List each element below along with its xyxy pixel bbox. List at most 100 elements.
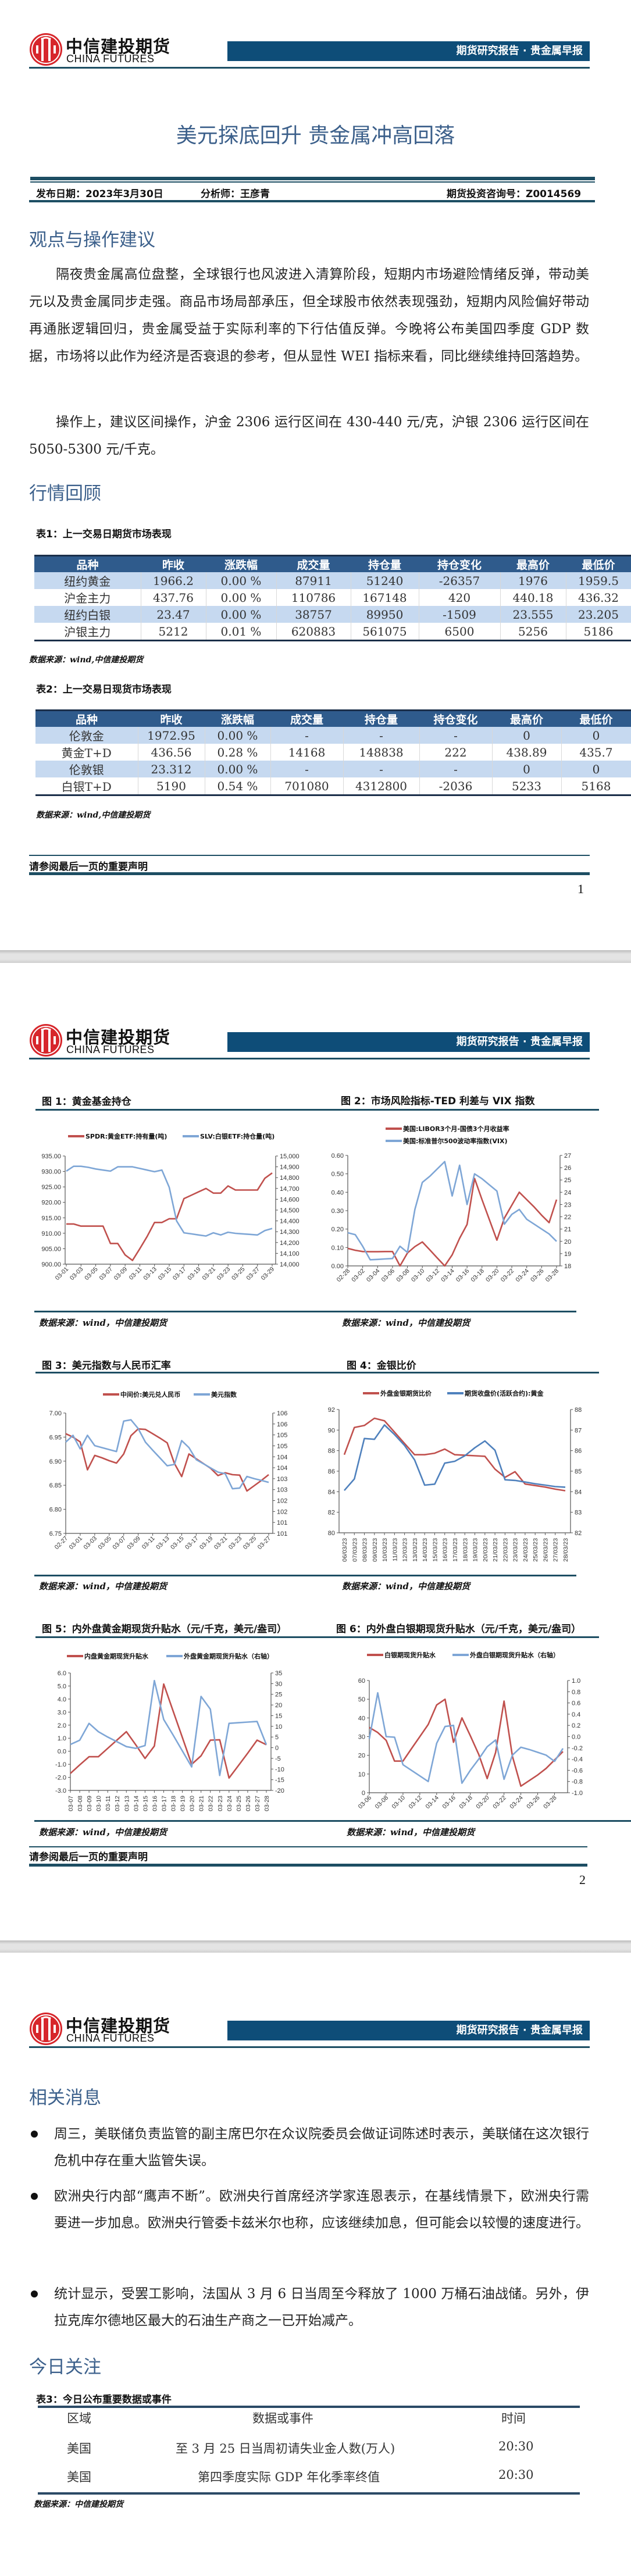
brand-name-en: CHINA FUTURES <box>66 1044 155 1055</box>
value-cell: 0.00 % <box>206 606 277 623</box>
value-cell: 0.00 % <box>205 761 271 777</box>
fig5-left-tick-label: 2.0 <box>58 1722 66 1729</box>
fig4-x-tick-label: 13/03/23 <box>412 1538 419 1562</box>
fig6-right-tick-label: 0.4 <box>572 1711 580 1718</box>
fig6-right-tick-label: -0.6 <box>572 1767 583 1774</box>
value-cell: 148838 <box>343 744 420 761</box>
fig1-x-tick-label: 03-21 <box>201 1266 218 1282</box>
figure4-title: 图 4：金银比价 <box>347 1360 416 1372</box>
table3-bottom-rule <box>38 2492 580 2495</box>
fig4-left-tick-label: 84 <box>328 1489 335 1496</box>
value-cell: 561075 <box>351 623 419 641</box>
value-cell: 23.555 <box>500 606 566 623</box>
value-cell: 87911 <box>276 572 351 589</box>
fig6-x-tick-label: 03-20 <box>475 1794 491 1811</box>
fig6-x-tick-label: 03-24 <box>508 1794 525 1811</box>
fig4-x-tick-label: 16/03/23 <box>442 1538 449 1562</box>
news-item: 统计显示，受罢工影响，法国从 3 月 6 日当周至今释放了 1000 万桶石油战… <box>54 2286 589 2328</box>
fig3-x-tick-label: 03-05 <box>97 1535 113 1551</box>
value-cell: 0.00 % <box>205 727 271 744</box>
fig6-x-tick-label: 03-14 <box>424 1794 440 1811</box>
fig3-right-tick-label: 103 <box>277 1487 287 1494</box>
value-cell: 51240 <box>351 572 419 589</box>
fig3-right-tick-label: 101 <box>277 1519 287 1526</box>
value-cell: 701080 <box>270 777 344 796</box>
fig3-right-tick-label: 102 <box>277 1508 287 1515</box>
fig6-right-tick-label: -0.2 <box>572 1745 583 1752</box>
figure4-legend-item: 外盘金银期货比价 <box>363 1389 432 1398</box>
value-cell: - <box>343 761 420 777</box>
bullet-icon <box>31 2290 38 2297</box>
table3-cell-event: 至 3 月 25 日当周初请失业金人数(万人) <box>176 2442 395 2456</box>
fig5-right-tick-label: 15 <box>275 1712 282 1719</box>
table3-cell-region: 美国 <box>67 2470 91 2484</box>
value-cell: 23.47 <box>141 606 206 623</box>
page-number: 2 <box>579 1872 586 1887</box>
fig6-x-tick-label: 03-16 <box>441 1794 457 1811</box>
table3-cell-event: 第四季度实际 GDP 年化季率终值 <box>198 2470 380 2484</box>
fig1-right-tick-label: 15,000 <box>280 1153 300 1160</box>
figure-title-rule <box>35 1109 599 1111</box>
fig5-right-tick-label: -10 <box>275 1766 284 1773</box>
value-cell: 167148 <box>351 589 419 606</box>
fig4-right-tick-label: 85 <box>575 1468 582 1475</box>
fig4-right-tick-label: 87 <box>575 1427 582 1434</box>
fig2-series-2-line <box>347 1161 557 1261</box>
license-number: 期货投资咨询号：Z0014569 <box>447 188 582 200</box>
legend-label: 外盘白银期现货升贴水（右轴） <box>470 1651 559 1659</box>
fig5-x-tick-label: 03-08 <box>77 1796 84 1811</box>
figure5-legend-item: 外盘黄金期现货升贴水（右轴） <box>166 1651 273 1661</box>
fig2-right-tick-label: 22 <box>564 1214 571 1221</box>
table1-caption: 表1：上一交易日期货市场表现 <box>36 529 172 540</box>
fig2-x-tick-label: 03-08 <box>395 1268 411 1284</box>
fig2-left-tick-label: 0.10 <box>331 1244 344 1251</box>
legend-label: 美国:LIBOR3个月-国债3个月收益率 <box>403 1125 509 1133</box>
table-header-row: 品种 昨收 涨跌幅 成交量 持仓量 持仓变化 最高价 最低价 <box>34 555 631 572</box>
figure5-legend-item: 内盘黄金期现货升贴水 <box>67 1651 148 1661</box>
fig2-x-tick-label: 03-18 <box>469 1268 486 1284</box>
figure2-title: 图 2：市场风险指标-TED 利差与 VIX 指数 <box>341 1096 535 1107</box>
fig2-right-tick-label: 21 <box>564 1226 571 1233</box>
figure2-legend-item: 美国:LIBOR3个月-国债3个月收益率 <box>386 1124 509 1133</box>
fig4-right-tick-label: 88 <box>575 1407 582 1414</box>
fig4-x-tick-label: 19/03/23 <box>472 1538 479 1562</box>
value-cell: 1976 <box>500 572 566 589</box>
fig1-x-tick-label: 03-27 <box>245 1266 261 1282</box>
fig3-x-tick-label: 03-25 <box>242 1535 258 1551</box>
figure5-source: 数据来源：wind，中信建投期货 <box>39 1827 167 1838</box>
view-paragraph: 隔夜贵金属高位盘整，全球银行也风波进入清算阶段，短期内市场避险情绪反弹，带动美元… <box>29 267 589 364</box>
figure1-source: 数据来源：wind，中信建投期货 <box>39 1318 167 1328</box>
fig3-x-tick-label: 03-17 <box>184 1535 200 1551</box>
table-row: 伦敦银 23.312 0.00 % - - -0 0 <box>35 761 631 777</box>
fig5-x-tick-label: 03-19 <box>180 1796 187 1811</box>
disclaimer-rule <box>29 1864 587 1867</box>
fig1-left-tick-label: 935.00 <box>41 1153 61 1160</box>
table3-top-rule <box>38 2406 580 2408</box>
instrument-cell: 白银T+D <box>35 777 138 796</box>
fig1-right-tick-label: 14,500 <box>280 1207 300 1214</box>
figure-source-rule <box>34 1311 576 1312</box>
fig4-x-tick-label: 25/03/23 <box>532 1538 539 1562</box>
table-row: 黄金T+D 436.56 0.28 % 14168 148838 222 438.89 435… <box>35 744 631 761</box>
fig6-right-tick-label: 0.2 <box>572 1722 580 1729</box>
fig4-left-tick-label: 80 <box>328 1530 335 1537</box>
value-cell: 0.00 % <box>206 589 277 606</box>
fig5-right-tick-label: 30 <box>275 1681 282 1687</box>
fig3-series-2-line <box>65 1419 269 1490</box>
fig5-x-tick-label: 03-26 <box>245 1796 252 1811</box>
brand-name-en: CHINA FUTURES <box>66 2032 155 2044</box>
report-title: 美元探底回升 贵金属冲高回落 <box>176 124 455 148</box>
fig3-x-tick-label: 03-09 <box>126 1535 142 1551</box>
fig4-x-tick-label: 26/03/23 <box>542 1538 549 1562</box>
page-separator <box>0 950 631 963</box>
fig5-x-tick-label: 03-09 <box>86 1796 93 1811</box>
page-number: 1 <box>577 882 584 896</box>
figure6-title: 图 6：内外盘白银期现货升贴水（元/千克，美元/盎司） <box>336 1624 582 1635</box>
column-header: 最低价 <box>566 555 631 572</box>
fig4-x-tick-label: 21/03/23 <box>492 1538 499 1562</box>
column-header: 成交量 <box>270 709 343 727</box>
fig2-x-tick-label: 03-04 <box>365 1268 382 1284</box>
fig6-right-tick-label: -1.0 <box>572 1790 583 1797</box>
column-header: 品种 <box>34 555 141 572</box>
fig2-series-1-line <box>347 1178 558 1267</box>
